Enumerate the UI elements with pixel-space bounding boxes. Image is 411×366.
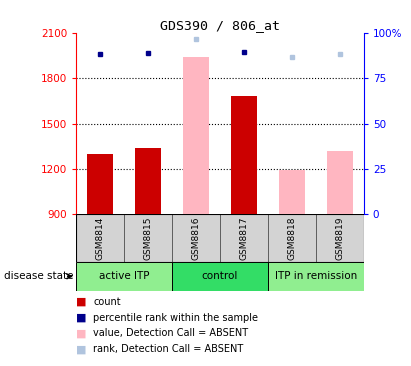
Bar [279, 169, 305, 214]
Text: GSM8817: GSM8817 [239, 216, 248, 259]
Text: GSM8819: GSM8819 [335, 216, 344, 259]
Bar [231, 96, 257, 214]
Bar [135, 148, 161, 214]
Bar [316, 214, 364, 262]
Text: GSM8818: GSM8818 [287, 216, 296, 259]
Bar [172, 262, 268, 291]
Text: percentile rank within the sample: percentile rank within the sample [93, 313, 258, 323]
Title: GDS390 / 806_at: GDS390 / 806_at [160, 19, 280, 32]
Text: control: control [202, 271, 238, 281]
Text: active ITP: active ITP [99, 271, 149, 281]
Bar [172, 214, 220, 262]
Text: count: count [93, 297, 121, 307]
Bar [327, 151, 353, 214]
Text: ■: ■ [76, 297, 87, 307]
Bar [268, 262, 364, 291]
Text: rank, Detection Call = ABSENT: rank, Detection Call = ABSENT [93, 344, 244, 354]
Text: GSM8814: GSM8814 [95, 216, 104, 259]
Text: disease state: disease state [4, 271, 74, 281]
Bar [183, 57, 209, 214]
Text: value, Detection Call = ABSENT: value, Detection Call = ABSENT [93, 328, 248, 339]
Bar [76, 214, 124, 262]
Text: ■: ■ [76, 313, 87, 323]
Text: ■: ■ [76, 328, 87, 339]
Text: ■: ■ [76, 344, 87, 354]
Bar [76, 262, 172, 291]
Bar [87, 154, 113, 214]
Bar [220, 214, 268, 262]
Text: ITP in remission: ITP in remission [275, 271, 357, 281]
Text: GSM8815: GSM8815 [143, 216, 152, 259]
Bar [124, 214, 172, 262]
Bar [268, 214, 316, 262]
Text: GSM8816: GSM8816 [192, 216, 201, 259]
